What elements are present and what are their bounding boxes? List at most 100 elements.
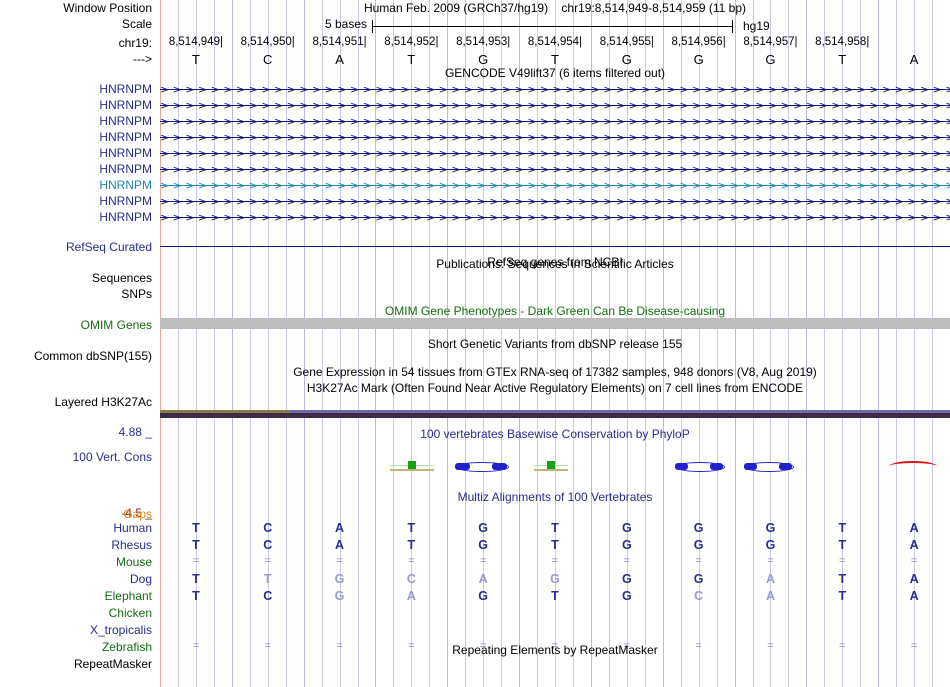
transcript-intron-line[interactable]: >>>>>>>>>>>>>>>>>>>>>>>>>>>>>>>>>>>>>>>>… xyxy=(160,210,950,226)
alignment-gap-marker: = xyxy=(910,555,918,567)
species-name-label[interactable]: Chicken xyxy=(108,606,152,620)
intron-line xyxy=(160,121,950,123)
transcript-intron-line[interactable]: >>>>>>>>>>>>>>>>>>>>>>>>>>>>>>>>>>>>>>>>… xyxy=(160,130,950,146)
gene-name-label[interactable]: HNRNPM xyxy=(99,210,152,224)
alignment-base-letter: T xyxy=(551,521,559,535)
transcript-intron-line[interactable]: >>>>>>>>>>>>>>>>>>>>>>>>>>>>>>>>>>>>>>>>… xyxy=(160,82,950,98)
species-name-label[interactable]: Elephant xyxy=(104,589,152,603)
alignment-gap-marker: = xyxy=(767,555,774,567)
cons-track-label[interactable]: 100 Vert. Cons xyxy=(72,450,152,464)
scale-bases-text: 5 bases xyxy=(325,17,368,31)
conservation-positive-peak[interactable] xyxy=(547,461,555,469)
sequence-base-row: ---> T C A T G T G G G T A xyxy=(0,52,950,68)
alignment-base-letter: T xyxy=(838,521,847,535)
conservation-positive-peak[interactable] xyxy=(408,461,416,469)
refseq-curated-label[interactable]: RefSeq Curated xyxy=(65,240,152,254)
coordinate-tick-label: 8,514,955| xyxy=(599,36,654,48)
coordinate-tick-label: 8,514,951| xyxy=(312,36,367,48)
ruler-base-letter: C xyxy=(263,52,273,67)
intron-line xyxy=(160,105,950,107)
coordinate-tick-label: 8,514,950| xyxy=(240,36,295,48)
alignment-gap-marker: = xyxy=(192,555,200,567)
layered-h3k27ac-label[interactable]: Layered H3K27Ac xyxy=(54,395,152,409)
species-name-label[interactable]: X_tropicalis xyxy=(89,623,152,637)
conservation-negative-fill xyxy=(778,463,792,470)
omim-gene-band[interactable] xyxy=(160,318,950,329)
refseq-track-title: RefSeq genes from NCBI xyxy=(487,255,623,269)
alignment-base-letter: T xyxy=(192,572,200,586)
h3k27ac-track-title: H3K27Ac Mark (Often Found Near Active Re… xyxy=(306,381,804,395)
strand-arrow-icon: >>>>>>>>>>>>>>>>>>>>>>>>>>>>>>>>>>>>>>>>… xyxy=(160,115,950,128)
cons-max-value: 4.88 _ xyxy=(118,425,152,439)
transcript-intron-line[interactable]: >>>>>>>>>>>>>>>>>>>>>>>>>>>>>>>>>>>>>>>>… xyxy=(160,194,950,210)
conservation-positive-arc[interactable] xyxy=(889,461,937,472)
omim-genes-label[interactable]: OMIM Genes xyxy=(80,318,152,332)
gene-name-label[interactable]: HNRNPM xyxy=(99,146,152,160)
window-position-label: Window Position xyxy=(63,1,152,15)
scale-bar-line xyxy=(372,26,733,27)
alignment-base-letter: G xyxy=(621,572,632,586)
alignment-gap-marker: = xyxy=(695,555,702,567)
coordinate-tick-label: 8,514,957| xyxy=(743,36,798,48)
alignment-gap-marker: = xyxy=(910,640,918,652)
gene-name-label[interactable]: HNRNPM xyxy=(99,82,152,96)
transcript-intron-line[interactable]: >>>>>>>>>>>>>>>>>>>>>>>>>>>>>>>>>>>>>>>>… xyxy=(160,146,950,162)
gaps-label[interactable]: Gaps xyxy=(123,507,152,521)
alignment-base-letter: T xyxy=(263,572,272,586)
assembly-title: Human Feb. 2009 (GRCh37/hg19) xyxy=(363,1,549,15)
gene-name-label[interactable]: HNRNPM xyxy=(99,98,152,112)
alignment-base-letter: C xyxy=(263,521,273,535)
coordinate-tick-label: 8,514,954| xyxy=(527,36,583,48)
common-dbsnp-label[interactable]: Common dbSNP(155) xyxy=(33,349,152,363)
gene-name-label[interactable]: HNRNPM xyxy=(99,178,152,192)
alignment-gap-marker: = xyxy=(336,555,343,567)
transcript-intron-line[interactable]: >>>>>>>>>>>>>>>>>>>>>>>>>>>>>>>>>>>>>>>>… xyxy=(160,162,950,178)
alignment-gap-marker: = xyxy=(192,640,200,652)
alignment-gap-marker: = xyxy=(336,640,343,652)
alignment-gap-marker: = xyxy=(767,640,774,652)
alignment-gap-marker: = xyxy=(623,640,631,652)
h3k27ac-signal-bar[interactable] xyxy=(160,410,950,419)
multiz-track-title: Multiz Alignments of 100 Vertebrates xyxy=(457,490,653,504)
ruler-base-letter: T xyxy=(191,52,200,67)
gene-name-label[interactable]: HNRNPM xyxy=(99,162,152,176)
alignment-gap-marker: = xyxy=(408,555,415,567)
intron-line xyxy=(160,89,950,91)
species-name-label[interactable]: Mouse xyxy=(115,555,152,569)
alignment-base-letter: T xyxy=(407,521,416,535)
transcript-intron-line[interactable]: >>>>>>>>>>>>>>>>>>>>>>>>>>>>>>>>>>>>>>>>… xyxy=(160,114,950,130)
strand-arrow-icon: >>>>>>>>>>>>>>>>>>>>>>>>>>>>>>>>>>>>>>>>… xyxy=(160,147,950,160)
species-name-label[interactable]: Human xyxy=(113,521,152,535)
gene-name-label[interactable]: HNRNPM xyxy=(99,130,152,144)
ruler-base-letter: A xyxy=(335,52,344,67)
ruler-base-letter: T xyxy=(838,52,847,67)
alignment-base-letter: G xyxy=(693,521,704,535)
strand-arrow-icon: >>>>>>>>>>>>>>>>>>>>>>>>>>>>>>>>>>>>>>>>… xyxy=(160,99,950,112)
alignment-base-letter: T xyxy=(838,589,847,603)
alignment-base-letter: G xyxy=(478,589,489,603)
alignment-base-letter: G xyxy=(765,521,776,535)
transcript-intron-line[interactable]: >>>>>>>>>>>>>>>>>>>>>>>>>>>>>>>>>>>>>>>>… xyxy=(160,98,950,114)
strand-arrow-icon: >>>>>>>>>>>>>>>>>>>>>>>>>>>>>>>>>>>>>>>>… xyxy=(160,211,950,224)
intron-line xyxy=(160,201,950,203)
gene-name-label[interactable]: HNRNPM xyxy=(99,194,152,208)
alignment-gap-marker: = xyxy=(695,640,702,652)
phylop-conservation-plot[interactable] xyxy=(160,452,950,482)
repeatmasker-label[interactable]: RepeatMasker xyxy=(73,657,152,671)
alignment-base-letter: G xyxy=(478,521,489,535)
assembly-and-region: Human Feb. 2009 (GRCh37/hg19) chr19:8,51… xyxy=(160,1,950,15)
transcript-intron-line[interactable]: >>>>>>>>>>>>>>>>>>>>>>>>>>>>>>>>>>>>>>>>… xyxy=(160,178,950,194)
region-coordinates[interactable]: chr19:8,514,949-8,514,959 (11 bp) xyxy=(561,1,747,15)
snps-label[interactable]: SNPs xyxy=(121,287,152,301)
species-name-label[interactable]: Dog xyxy=(129,572,152,586)
refseq-feature-line[interactable] xyxy=(160,246,950,248)
alignment-base-letter: G xyxy=(334,589,345,603)
species-name-label[interactable]: Rhesus xyxy=(111,538,152,552)
sequences-label[interactable]: Sequences xyxy=(91,271,152,285)
gene-name-label[interactable]: HNRNPM xyxy=(99,114,152,128)
species-name-label[interactable]: Zebrafish xyxy=(101,640,152,654)
h3k27ac-segment-right xyxy=(290,410,950,413)
alignment-base-letter: A xyxy=(909,521,919,535)
strand-arrow-icon: >>>>>>>>>>>>>>>>>>>>>>>>>>>>>>>>>>>>>>>>… xyxy=(160,163,950,176)
